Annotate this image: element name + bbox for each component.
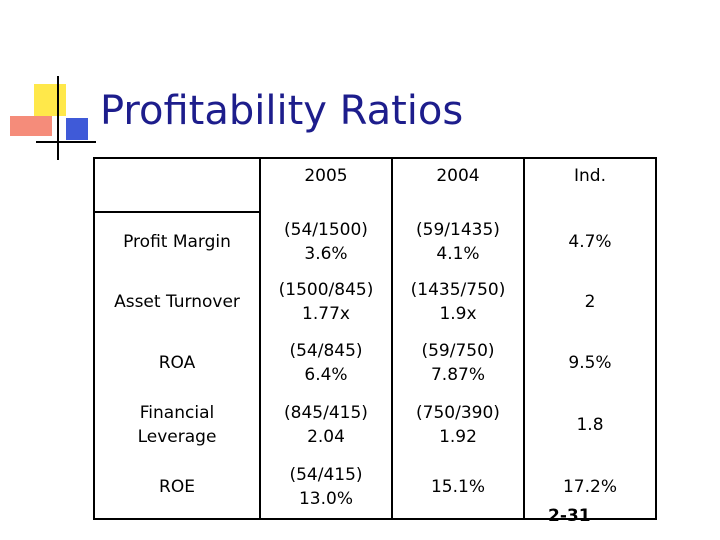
cell-2004-line: 15.1%	[430, 477, 485, 497]
cell-2004-line: (59/1435)	[416, 220, 500, 240]
cell-2005-line: 3.6%	[304, 244, 348, 264]
cell-2005: (54/1500) 3.6%	[260, 218, 392, 266]
row-label: Profit Margin	[94, 230, 260, 254]
slide-number: 2-31	[548, 506, 591, 522]
cell-2005-line: (54/845)	[289, 341, 363, 361]
cell-industry: 17.2%	[562, 477, 617, 497]
cell-2005-line: (845/415)	[284, 403, 368, 423]
cell-2004-line: (750/390)	[416, 403, 500, 423]
row-label-line: ROE	[159, 477, 195, 497]
row-label: Asset Turnover	[94, 290, 260, 314]
cell-2004-line: (59/750)	[421, 341, 495, 361]
cell-2004-line: 4.1%	[436, 244, 480, 264]
cell-2005-line: (54/1500)	[284, 220, 368, 240]
cell-2005-line: 13.0%	[298, 489, 353, 509]
cell-industry: 1.8	[576, 415, 604, 435]
cell-2004: (59/750) 7.87%	[392, 339, 524, 387]
cell-2005: (845/415) 2.04	[260, 401, 392, 449]
column-header: Ind.	[574, 166, 606, 186]
cell-2005-line: (54/415)	[289, 465, 363, 485]
cell-2004-line: 1.9x	[439, 304, 477, 324]
cell-2005: (1500/845) 1.77x	[260, 278, 392, 326]
cell-industry: 9.5%	[568, 353, 612, 373]
cell-2004: (59/1435) 4.1%	[392, 218, 524, 266]
cell-2005-line: (1500/845)	[278, 280, 374, 300]
table-border	[94, 211, 260, 213]
row-label-line: Financial	[139, 403, 215, 423]
row-label: ROE	[94, 475, 260, 499]
table-border	[655, 157, 657, 520]
table-border	[94, 157, 657, 159]
table-border	[93, 157, 95, 520]
cell-2004-line: 7.87%	[430, 365, 485, 385]
cell-2005-line: 1.77x	[302, 304, 350, 324]
slide-title: Profitability Ratios	[100, 88, 464, 134]
row-label-line: ROA	[158, 353, 196, 373]
row-label-line: Profit Margin	[123, 232, 231, 252]
cell-2005-line: 6.4%	[304, 365, 348, 385]
column-header: 2005	[304, 166, 348, 186]
cell-2004-line: (1435/750)	[410, 280, 506, 300]
cell-2004: (750/390) 1.92	[392, 401, 524, 449]
table-border	[259, 157, 261, 520]
row-label: ROA	[94, 351, 260, 375]
cell-2004-line: 1.92	[439, 427, 477, 447]
cell-industry: 4.7%	[568, 232, 612, 252]
table-border	[94, 518, 657, 520]
table-border	[391, 157, 393, 520]
cell-2004: 15.1%	[392, 475, 524, 499]
cell-2005: (54/845) 6.4%	[260, 339, 392, 387]
cell-industry: 2	[584, 292, 596, 312]
row-label-line: Leverage	[137, 427, 217, 447]
row-label-line: Asset Turnover	[114, 292, 240, 312]
column-header: 2004	[436, 166, 480, 186]
slide-logo-icon	[10, 76, 96, 160]
cell-2004: (1435/750) 1.9x	[392, 278, 524, 326]
row-label: Financial Leverage	[94, 401, 260, 449]
cell-2005: (54/415) 13.0%	[260, 463, 392, 511]
table-border	[523, 157, 525, 520]
cell-2005-line: 2.04	[307, 427, 345, 447]
